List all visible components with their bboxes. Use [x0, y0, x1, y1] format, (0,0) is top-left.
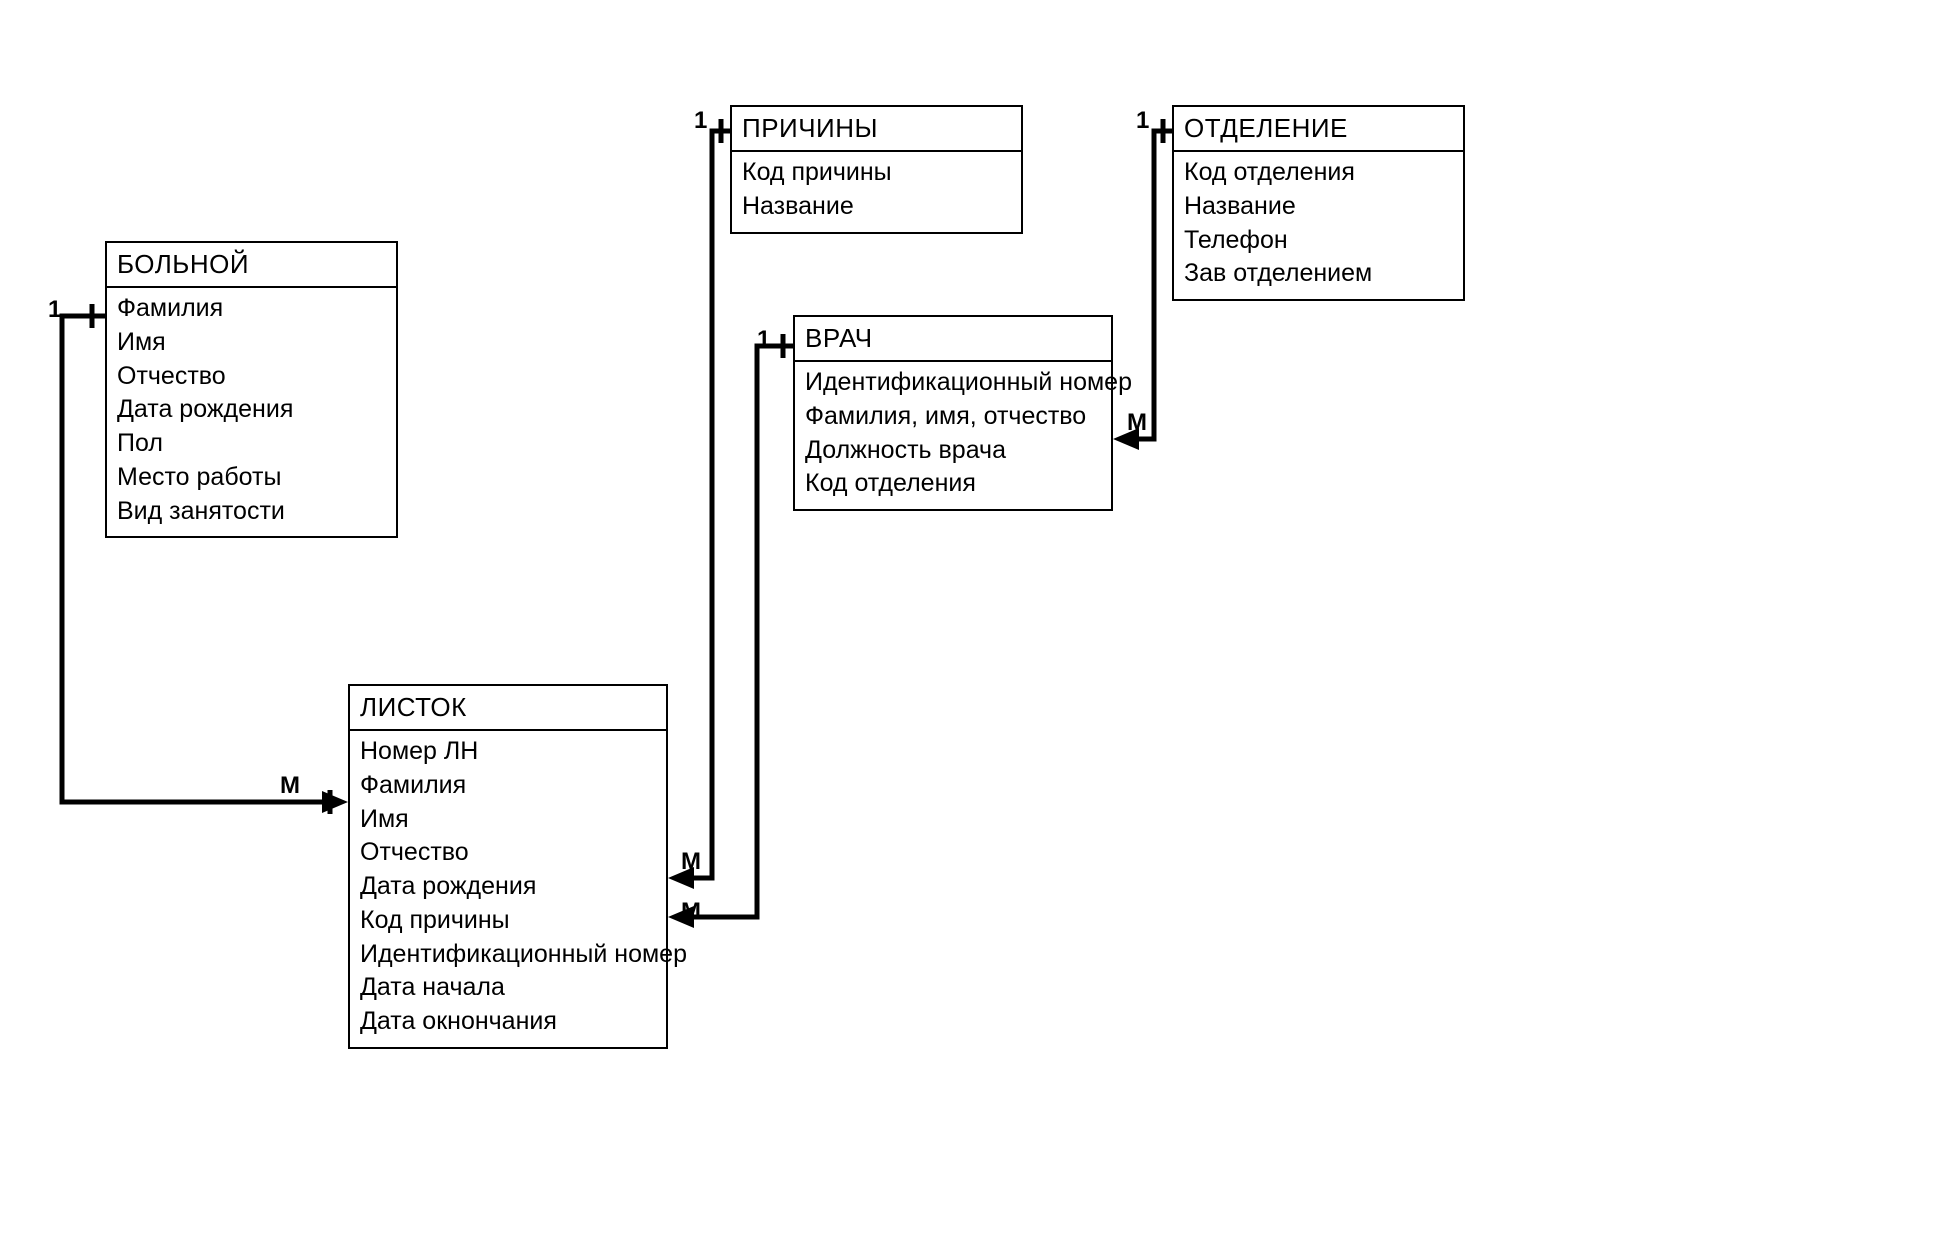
entity-attr: Название	[1184, 190, 1453, 224]
cardinality-label-m: M	[681, 848, 701, 876]
cardinality-label-1: 1	[757, 326, 770, 354]
edge-doctor-sheet	[694, 346, 793, 917]
entity-attr: Дата рождения	[360, 870, 656, 904]
entity-reasons-attrs: Код причины Название	[732, 152, 1021, 232]
entity-doctor-title: ВРАЧ	[795, 317, 1111, 362]
entity-attr: Дата окнончания	[360, 1005, 656, 1039]
entity-attr: Имя	[360, 803, 656, 837]
entity-patient: БОЛЬНОЙ Фамилия Имя Отчество Дата рожден…	[105, 241, 398, 538]
edge-department-doctor	[1139, 131, 1172, 439]
arrowhead-icon	[322, 791, 348, 813]
entity-attr: Имя	[117, 326, 386, 360]
entity-patient-attrs: Фамилия Имя Отчество Дата рождения Пол М…	[107, 288, 396, 536]
entity-reasons-title: ПРИЧИНЫ	[732, 107, 1021, 152]
entity-attr: Идентификационный номер	[805, 366, 1101, 400]
entity-attr: Код отделения	[805, 467, 1101, 501]
cardinality-label-m: M	[1127, 409, 1147, 437]
entity-attr: Отчество	[117, 360, 386, 394]
entity-attr: Вид занятости	[117, 495, 386, 529]
entity-doctor: ВРАЧ Идентификационный номер Фамилия, им…	[793, 315, 1113, 511]
entity-attr: Зав отделением	[1184, 257, 1453, 291]
entity-department-title: ОТДЕЛЕНИЕ	[1174, 107, 1463, 152]
entity-attr: Телефон	[1184, 224, 1453, 258]
entity-attr: Дата рождения	[117, 393, 386, 427]
entity-sheet: ЛИСТОК Номер ЛН Фамилия Имя Отчество Дат…	[348, 684, 668, 1049]
entity-attr: Отчество	[360, 836, 656, 870]
cardinality-label-m: M	[681, 898, 701, 926]
cardinality-label-1: 1	[1136, 107, 1149, 135]
entity-attr: Код причины	[360, 904, 656, 938]
entity-sheet-title: ЛИСТОК	[350, 686, 666, 731]
entity-attr: Фамилия	[360, 769, 656, 803]
entity-doctor-attrs: Идентификационный номер Фамилия, имя, от…	[795, 362, 1111, 509]
entity-department-attrs: Код отделения Название Телефон Зав отдел…	[1174, 152, 1463, 299]
entity-attr: Пол	[117, 427, 386, 461]
entity-attr: Должность врача	[805, 434, 1101, 468]
er-diagram-canvas: БОЛЬНОЙ Фамилия Имя Отчество Дата рожден…	[0, 0, 1953, 1254]
entity-attr: Фамилия	[117, 292, 386, 326]
cardinality-label-1: 1	[48, 296, 61, 324]
cardinality-label-1: 1	[694, 107, 707, 135]
cardinality-label-m: M	[280, 772, 300, 800]
entity-attr: Место работы	[117, 461, 386, 495]
entity-patient-title: БОЛЬНОЙ	[107, 243, 396, 288]
entity-attr: Идентификационный номер	[360, 938, 656, 972]
entity-attr: Дата начала	[360, 971, 656, 1005]
entity-attr: Код отделения	[1184, 156, 1453, 190]
entity-sheet-attrs: Номер ЛН Фамилия Имя Отчество Дата рожде…	[350, 731, 666, 1047]
entity-attr: Фамилия, имя, отчество	[805, 400, 1101, 434]
entity-attr: Код причины	[742, 156, 1011, 190]
entity-attr: Номер ЛН	[360, 735, 656, 769]
entity-attr: Название	[742, 190, 1011, 224]
edge-reasons-sheet	[694, 131, 730, 878]
entity-department: ОТДЕЛЕНИЕ Код отделения Название Телефон…	[1172, 105, 1465, 301]
entity-reasons: ПРИЧИНЫ Код причины Название	[730, 105, 1023, 234]
